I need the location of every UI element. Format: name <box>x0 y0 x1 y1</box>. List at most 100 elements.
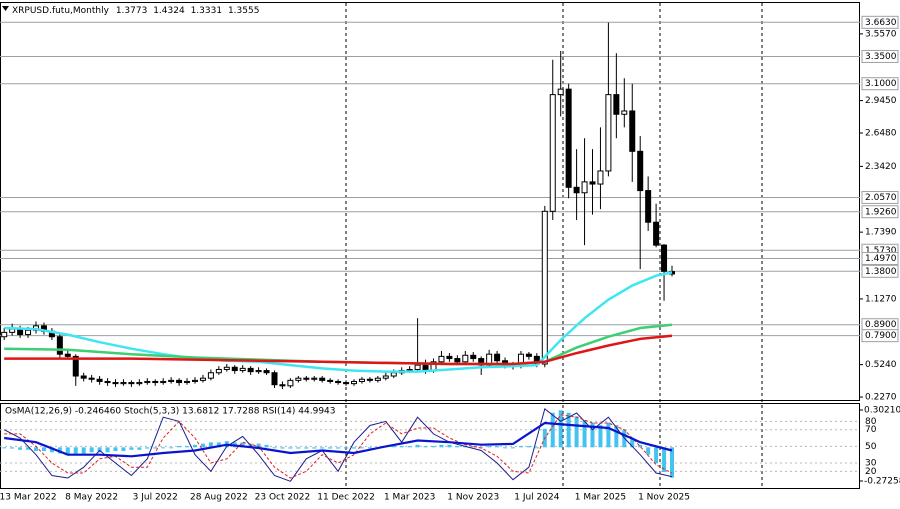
osma-bar <box>256 443 261 448</box>
osma-bar <box>177 446 182 448</box>
x-tick-label: 1 Mar 2025 <box>575 493 626 503</box>
candle-body <box>581 181 588 194</box>
osma-bar <box>185 446 190 448</box>
osma-bar <box>550 412 555 448</box>
candle-body <box>239 367 246 372</box>
osma-bar <box>654 447 659 464</box>
osma-bar <box>288 447 293 449</box>
osma-bar <box>49 447 54 453</box>
candle-body <box>605 94 612 172</box>
osma-bar <box>495 446 500 448</box>
candle-body <box>446 355 453 360</box>
candle-body <box>72 355 79 377</box>
osma-bar <box>391 446 396 448</box>
osma-bar <box>137 447 142 450</box>
candle-body <box>557 88 564 96</box>
osma-bar <box>558 410 563 448</box>
osma-bar <box>208 442 213 448</box>
y-tick-label: 0.2270 <box>865 393 897 403</box>
osma-bar <box>439 444 444 448</box>
x-tick-label: 11 Dec 2022 <box>317 493 375 503</box>
x-tick-label: 28 Aug 2022 <box>190 493 248 503</box>
indicator-header: OsMA(12,26,9) -0.246460 Stoch(5,3,3) 13.… <box>5 407 336 417</box>
osma-bar <box>18 447 23 450</box>
level-label: 3.1000 <box>865 79 897 89</box>
candle-body <box>104 380 111 384</box>
candle-body <box>549 94 556 212</box>
candle-body <box>1 331 8 338</box>
x-tick-label: 1 Nov 2025 <box>638 493 690 503</box>
osma-bar <box>97 447 102 453</box>
candle-body <box>597 170 604 185</box>
candle-body <box>343 382 350 385</box>
osma-bar <box>129 447 134 450</box>
osma-bar <box>670 447 674 478</box>
y-tick-label: 70 <box>865 425 877 435</box>
osma-bar <box>367 447 372 449</box>
osma-bar <box>582 420 587 448</box>
osma-bar <box>200 443 205 448</box>
x-tick-label: 1 Mar 2023 <box>384 493 435 503</box>
oscillator-line <box>4 421 673 458</box>
osma-bar <box>153 447 158 449</box>
candle-body <box>152 380 159 384</box>
candle-body <box>462 354 469 363</box>
candle-body <box>565 88 572 188</box>
moving-average <box>4 271 673 373</box>
osma-bar <box>73 447 78 454</box>
osma-bar <box>423 446 428 448</box>
y-tick-label: 0.5240 <box>865 360 897 370</box>
candle-body <box>64 353 71 357</box>
osma-bar <box>606 422 611 448</box>
level-label-box <box>861 49 899 63</box>
candle-body <box>327 379 334 382</box>
level-label-box <box>861 205 899 219</box>
y-tick-label: 20 <box>865 467 877 477</box>
candle-body <box>215 368 222 374</box>
candle-body <box>573 186 580 194</box>
y-tick-label: 80 <box>865 417 877 427</box>
candle-body <box>295 377 302 381</box>
last-low: 1.3331 <box>191 6 223 16</box>
osma-bar <box>161 447 166 449</box>
osma-bar <box>526 446 531 448</box>
osma-bar <box>431 446 436 448</box>
candle-body <box>645 190 652 223</box>
osma-bar <box>359 447 364 449</box>
level-label-box <box>861 252 899 266</box>
level-label: 2.0570 <box>865 193 897 203</box>
y-tick-label: 3.5570 <box>865 29 897 39</box>
last-close: 1.3555 <box>228 6 260 16</box>
osma-bar <box>399 446 404 448</box>
candle-body <box>56 336 63 355</box>
osma-bar <box>89 447 94 453</box>
level-label-box <box>861 264 899 278</box>
candle-body <box>541 210 548 365</box>
candle-body <box>223 366 230 370</box>
x-tick-label: 3 Jul 2022 <box>133 493 178 503</box>
candle-body <box>319 377 326 381</box>
candle-body <box>184 380 191 384</box>
candle-body <box>494 353 501 362</box>
osma-bar <box>169 447 174 449</box>
candle-body <box>176 379 183 384</box>
x-tick-label: 13 Mar 2022 <box>0 493 57 503</box>
candle-body <box>438 355 445 363</box>
candle-body <box>128 382 135 385</box>
x-tick-label: 23 Oct 2022 <box>255 493 311 503</box>
candle-body <box>25 329 32 336</box>
osma-bar <box>447 444 452 448</box>
candle-body <box>247 367 254 373</box>
level-label-box <box>861 190 899 204</box>
candle-body <box>17 328 24 336</box>
osma-bar <box>145 447 150 449</box>
osma-bar <box>320 447 325 449</box>
osma-bar <box>344 447 349 449</box>
osma-bar <box>638 444 643 448</box>
osma-bar <box>41 447 46 452</box>
osma-bar <box>471 446 476 448</box>
osma-bar <box>105 447 110 453</box>
candle-body <box>199 377 206 381</box>
y-tick-label: 2.3420 <box>865 162 897 172</box>
candle-body <box>454 358 461 363</box>
